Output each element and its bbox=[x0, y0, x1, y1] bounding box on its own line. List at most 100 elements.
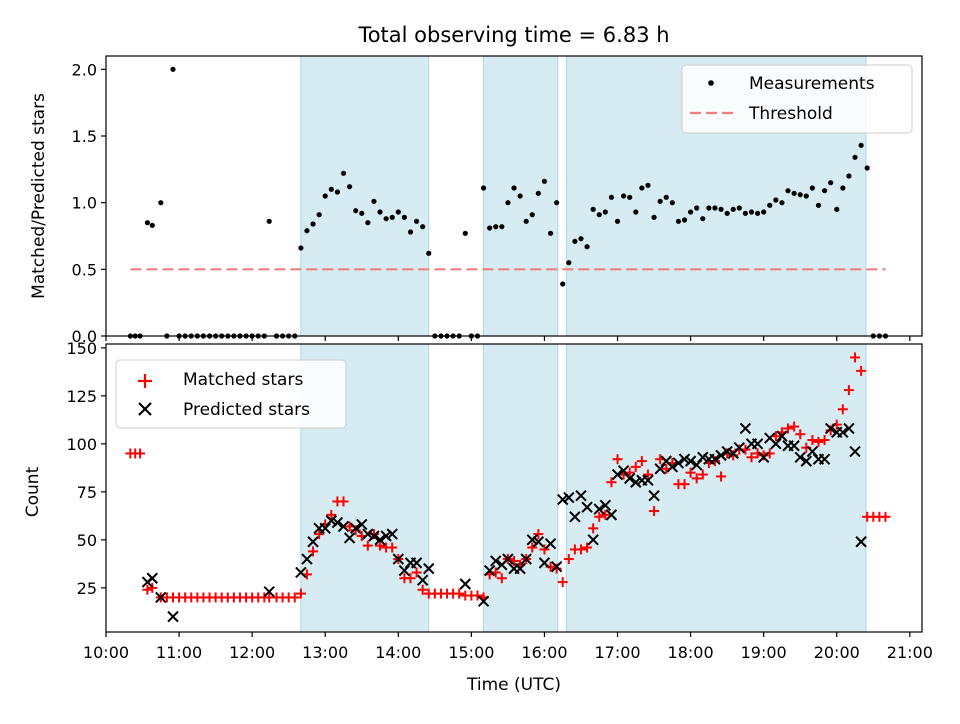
measurement-point bbox=[754, 210, 761, 216]
measurement-point bbox=[499, 224, 505, 230]
measurement-point bbox=[834, 206, 840, 212]
measurement-point bbox=[383, 216, 389, 222]
matched-point bbox=[716, 471, 727, 482]
measurement-point bbox=[779, 200, 785, 206]
measurement-point bbox=[675, 218, 682, 224]
bottom-panel: 25 50 75 100 125 150 10:00 11:00 12:00 13:00 14:0… bbox=[23, 339, 933, 695]
bottom-x-axis-label: Time (UTC) bbox=[466, 675, 561, 695]
measurement-point bbox=[724, 210, 730, 216]
x-tick-label: 17:00 bbox=[594, 643, 640, 662]
x-tick-label: 10:00 bbox=[83, 643, 129, 662]
measurement-point bbox=[395, 209, 401, 215]
measurement-point bbox=[359, 210, 365, 216]
predicted-point bbox=[654, 463, 666, 475]
x-tick-label: 11:00 bbox=[156, 643, 202, 662]
measurement-point bbox=[158, 200, 164, 206]
predicted-point bbox=[672, 457, 685, 469]
predicted-point bbox=[301, 553, 313, 565]
matched-point bbox=[880, 511, 891, 522]
predicted-point bbox=[800, 455, 813, 467]
predicted-point bbox=[331, 516, 344, 529]
predicted-point bbox=[599, 499, 612, 511]
x-tick-label: 13:00 bbox=[302, 643, 348, 662]
matched-point bbox=[375, 540, 386, 551]
measurement-point bbox=[651, 214, 657, 220]
bottom-legend-box bbox=[115, 359, 347, 429]
measurement-point bbox=[517, 193, 523, 199]
measurement-point bbox=[639, 185, 645, 191]
bottom-y-axis-label: Count bbox=[23, 466, 43, 517]
measurement-point bbox=[480, 185, 487, 191]
predicted-point bbox=[581, 501, 593, 513]
measurement-point bbox=[298, 245, 304, 251]
measurement-point bbox=[541, 178, 548, 184]
matched-point bbox=[642, 469, 653, 480]
predicted-point bbox=[575, 489, 587, 502]
y-tick-label: 50 bbox=[77, 531, 97, 550]
measurement-point bbox=[310, 221, 316, 227]
measurement-point bbox=[773, 197, 779, 203]
measurement-point bbox=[346, 184, 353, 190]
matched-point bbox=[807, 435, 818, 445]
matched-point bbox=[326, 509, 337, 520]
measurement-point bbox=[304, 228, 310, 234]
matched-point bbox=[472, 590, 483, 601]
measurement-point bbox=[730, 206, 736, 212]
predicted-point bbox=[617, 465, 630, 477]
measurement-point bbox=[511, 185, 517, 191]
bottom-legend: Matched stars Predicted stars bbox=[115, 359, 347, 429]
predicted-point bbox=[550, 561, 563, 573]
matched-point bbox=[691, 473, 702, 484]
predicted-point bbox=[337, 520, 350, 533]
measurement-point bbox=[462, 230, 468, 236]
predicted-point bbox=[605, 509, 618, 521]
y-tick-label: 0.0 bbox=[72, 327, 97, 346]
y-tick-label: 25 bbox=[77, 579, 97, 598]
measurement-point bbox=[377, 209, 383, 215]
measurement-point bbox=[627, 194, 633, 200]
bottom-x-axis-ticks: 10:00 11:00 12:00 13:00 14:00 15:00 16:00 17:00… bbox=[83, 632, 933, 662]
measurement-point bbox=[821, 188, 828, 194]
matched-point bbox=[557, 577, 568, 588]
measurement-point bbox=[371, 198, 377, 204]
matched-point bbox=[314, 529, 325, 540]
measurement-point bbox=[560, 281, 566, 287]
matched-point bbox=[630, 461, 641, 472]
legend-label-measurements: Measurements bbox=[749, 74, 875, 94]
measurement-point bbox=[657, 198, 663, 204]
top-legend-box bbox=[681, 64, 913, 134]
predicted-point bbox=[666, 461, 679, 473]
top-chart-title: Total observing time = 6.83 h bbox=[357, 23, 669, 47]
predicted-point bbox=[167, 610, 179, 623]
matched-point bbox=[600, 509, 611, 520]
x-tick-label: 15:00 bbox=[448, 643, 494, 662]
legend-label-matched: Matched stars bbox=[183, 370, 303, 390]
y-tick-label: 1.5 bbox=[72, 127, 97, 146]
measurement-point bbox=[767, 202, 773, 208]
predicted-point bbox=[843, 422, 855, 435]
predicted-point bbox=[392, 553, 405, 565]
matched-point bbox=[783, 423, 794, 434]
predicted-point bbox=[532, 536, 545, 548]
predicted-point bbox=[733, 441, 746, 454]
predicted-point bbox=[398, 564, 411, 577]
matched-point bbox=[850, 352, 861, 363]
measurement-point bbox=[144, 220, 151, 226]
matched-point bbox=[746, 452, 757, 463]
predicted-point bbox=[715, 449, 727, 462]
matched-point bbox=[813, 436, 824, 447]
matched-point bbox=[417, 584, 428, 595]
predicted-point bbox=[459, 578, 471, 590]
measurement-point bbox=[681, 217, 688, 223]
predicted-point bbox=[690, 459, 703, 471]
measurement-point bbox=[389, 214, 395, 220]
measurement-point bbox=[493, 224, 499, 230]
measurement-point bbox=[407, 229, 414, 235]
matched-point bbox=[496, 573, 507, 584]
predicted-point bbox=[155, 591, 167, 604]
predicted-point bbox=[368, 530, 380, 542]
matched-point bbox=[362, 540, 373, 551]
matched-point bbox=[142, 584, 153, 595]
matched-point bbox=[147, 582, 158, 593]
measurement-point bbox=[694, 205, 700, 211]
